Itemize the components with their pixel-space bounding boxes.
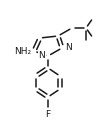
Text: F: F xyxy=(45,110,51,119)
Text: N: N xyxy=(65,44,72,53)
Text: NH₂: NH₂ xyxy=(14,46,31,55)
Text: N: N xyxy=(38,51,45,60)
